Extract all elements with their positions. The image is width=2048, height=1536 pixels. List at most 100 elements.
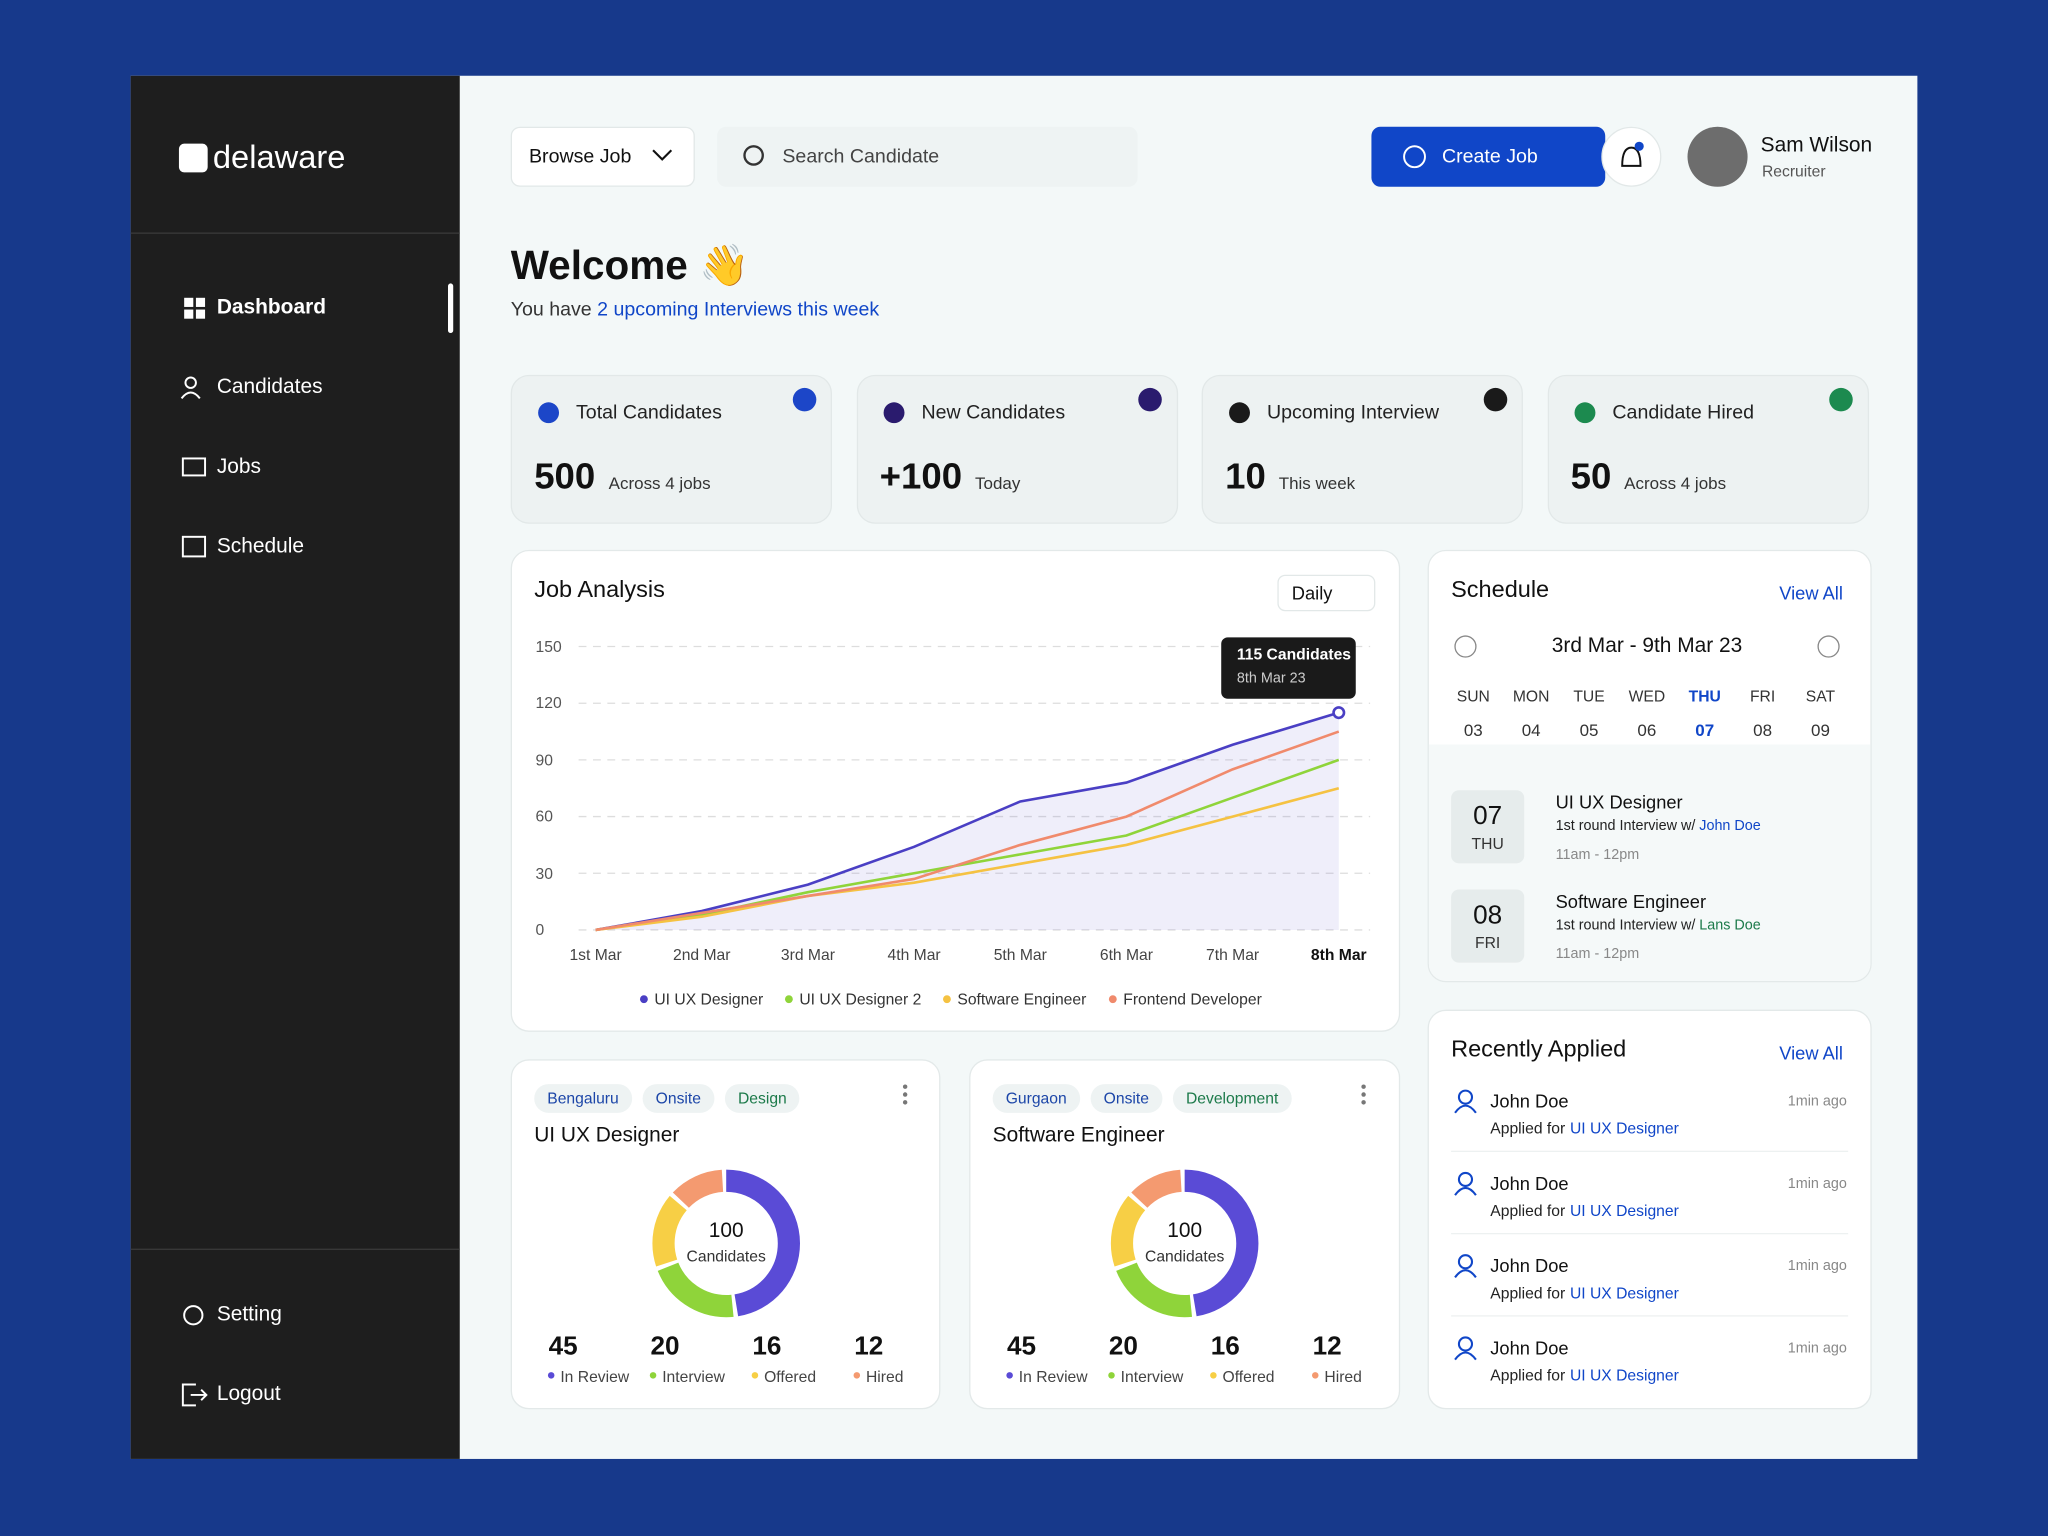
x-tick-label: 3rd Mar <box>780 945 835 964</box>
day-date: 07 <box>1695 720 1715 740</box>
stat-value: 50 <box>1570 455 1612 497</box>
notification-button[interactable] <box>1601 126 1662 187</box>
search-placeholder: Search Candidate <box>782 145 940 168</box>
applied-time: 1min ago <box>1787 1176 1847 1192</box>
job-title: UI UX Designer <box>534 1124 680 1147</box>
applied-time: 1min ago <box>1787 1258 1847 1275</box>
day-name: WED <box>1628 687 1666 706</box>
stat-label: New Candidates <box>921 401 1066 424</box>
event-date-box <box>1451 790 1525 864</box>
user-icon <box>1454 1104 1477 1114</box>
donut-segment <box>1110 1169 1259 1318</box>
avatar[interactable] <box>1687 126 1748 187</box>
applied-job: UI UX Designer <box>1569 1283 1679 1303</box>
date-range: 3rd Mar - 9th Mar 23 <box>1551 634 1743 657</box>
stat-icon <box>1574 402 1596 424</box>
stat-value: +100 <box>879 455 963 497</box>
donut-segment <box>652 1169 800 1318</box>
x-tick-label: 2nd Mar <box>672 945 731 964</box>
day-date: 09 <box>1811 720 1830 740</box>
chevron <box>652 149 673 161</box>
tag-pill <box>724 1084 800 1113</box>
stat-label: Hired <box>865 1367 904 1386</box>
stat-label: Total Candidates <box>575 401 722 424</box>
search-box[interactable] <box>717 126 1138 187</box>
legend-label: UI UX Designer <box>654 990 764 1009</box>
event-date-box <box>1451 889 1525 963</box>
day-name: SAT <box>1805 687 1836 706</box>
center-value: 100 <box>708 1219 744 1243</box>
applied-job: UI UX Designer <box>1569 1119 1679 1138</box>
browse-label: Browse Job <box>528 145 632 168</box>
active-indicator <box>447 283 454 334</box>
welcome-title: Welcome 👋 <box>511 245 750 285</box>
view-all-link[interactable]: View All <box>1779 582 1843 604</box>
event-time: 11am - 12pm <box>1555 847 1640 863</box>
menu-dot <box>1361 1100 1366 1105</box>
nav-icons <box>180 297 208 1407</box>
nav-item: Dashboard <box>216 296 326 319</box>
y-tick-label: 60 <box>535 807 553 826</box>
nav-item: Setting <box>216 1303 282 1326</box>
area <box>595 712 1339 930</box>
tag: Design <box>737 1089 787 1108</box>
create-job-button[interactable] <box>1371 126 1606 187</box>
user-icon <box>1457 1336 1474 1352</box>
event-time: 11am - 12pm <box>1555 946 1640 962</box>
welcome-highlight: 2 upcoming Interviews this week <box>597 298 880 321</box>
x-tick-label: 5th Mar <box>993 945 1047 964</box>
section-title: Recently Applied <box>1451 1035 1627 1062</box>
stat-number: 45 <box>1007 1332 1037 1361</box>
stat-link <box>1138 387 1162 412</box>
event-person: Lans Doe <box>1699 917 1761 934</box>
tag-pill <box>534 1084 633 1113</box>
tag-pill <box>1172 1084 1292 1113</box>
day-date: 05 <box>1579 720 1599 740</box>
welcome-subtitle: You have 2 upcoming Interviews this week <box>511 300 879 320</box>
row-divider <box>1451 1150 1849 1152</box>
day-date: 06 <box>1637 720 1657 740</box>
nav-item: Jobs <box>216 455 261 479</box>
legend-swatch <box>943 995 951 1004</box>
bell-icon <box>1621 146 1642 167</box>
stat-dot <box>751 1372 759 1379</box>
job-card <box>969 1059 1401 1410</box>
user-icon <box>1457 1089 1474 1105</box>
y-tick-label: 150 <box>535 637 562 656</box>
x-tick-label: 1st Mar <box>569 945 622 964</box>
applicant-name: John Doe <box>1490 1090 1569 1112</box>
applied-job: UI UX Designer <box>1569 1201 1679 1220</box>
stat-dot <box>853 1372 861 1379</box>
applied-text: Applied for <box>1490 1119 1566 1138</box>
stat-card <box>510 374 832 524</box>
day-name: TUE <box>1573 687 1605 706</box>
stat-number: 12 <box>854 1332 884 1361</box>
tag: Onsite <box>1103 1089 1149 1108</box>
stat-icon <box>1229 402 1250 424</box>
stat-dot <box>1006 1372 1013 1379</box>
user-icon <box>1454 1351 1477 1361</box>
legend-label: Frontend Developer <box>1123 990 1262 1009</box>
brand: delaware <box>212 139 346 176</box>
legend-swatch <box>639 995 648 1004</box>
menu-dot <box>902 1100 908 1105</box>
legend-swatch <box>1108 995 1117 1004</box>
event-desc: 1st round Interview w/ <box>1555 917 1696 934</box>
day-name: FRI <box>1749 687 1776 706</box>
create-job-label: Create Job <box>1441 145 1538 168</box>
stat-number: 20 <box>650 1332 680 1361</box>
y-tick-label: 0 <box>535 920 545 940</box>
view-all-link[interactable]: View All <box>1779 1042 1843 1064</box>
applied-time: 1min ago <box>1787 1093 1847 1110</box>
tooltip-title: 115 Candidates <box>1236 644 1352 664</box>
stat-number: 16 <box>752 1332 782 1361</box>
applicant-name: John Doe <box>1490 1337 1569 1359</box>
nav-item: Candidates <box>216 376 323 399</box>
menu-dot <box>902 1092 908 1097</box>
day-name: SUN <box>1456 687 1490 706</box>
y-tick-label: 120 <box>535 694 562 713</box>
applied-text: Applied for <box>1490 1366 1566 1385</box>
stat-dot <box>649 1372 657 1379</box>
line <box>595 786 1340 932</box>
